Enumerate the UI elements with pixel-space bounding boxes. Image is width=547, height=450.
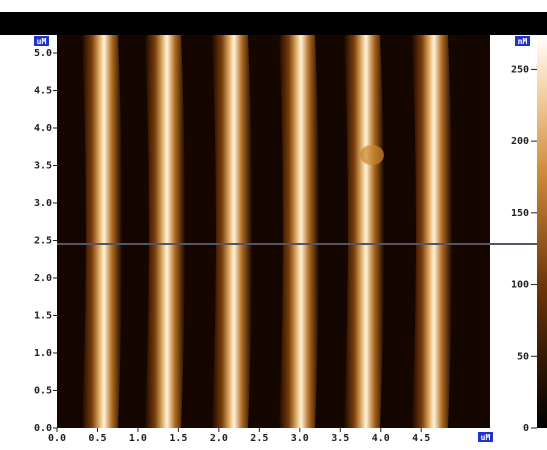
ridge xyxy=(82,35,122,428)
x-tick-label: 1.5 xyxy=(169,433,187,444)
colorbar-tick-label: 250 xyxy=(511,64,529,75)
ridge xyxy=(344,35,384,428)
x-tick-label: 3.5 xyxy=(331,433,349,444)
top-bar xyxy=(0,12,547,35)
y-unit: uM xyxy=(37,37,47,46)
x-tick-label: 2.5 xyxy=(250,433,268,444)
x-tick-label: 0.5 xyxy=(88,433,106,444)
x-tick-label: 4.0 xyxy=(372,433,390,444)
defect xyxy=(360,145,384,165)
y-tick-label: 3.5 xyxy=(34,161,52,172)
y-tick-label: 5.0 xyxy=(34,48,52,59)
x-tick-label: 0.0 xyxy=(48,433,66,444)
ridge xyxy=(145,35,185,428)
y-tick-label: 1.5 xyxy=(34,311,52,322)
page: {"chart_data": {"type": "afm-image", "x_… xyxy=(0,0,547,450)
y-tick-label: 4.0 xyxy=(34,123,52,134)
colorbar-unit: nM xyxy=(518,37,528,46)
chart: uM uM nM 0.0 0.5 1.0 1.5 2.0 2.5 3.0 3.5 4.0 4.5 0… xyxy=(0,0,547,450)
x-tick-label: 1.0 xyxy=(129,433,147,444)
x-tick-label: 3.0 xyxy=(291,433,309,444)
colorbar-tick-label: 200 xyxy=(511,136,529,147)
x-tick-label: 2.0 xyxy=(210,433,228,444)
colorbar xyxy=(537,35,547,428)
y-tick-label: 3.0 xyxy=(34,198,52,209)
y-tick-label: 2.5 xyxy=(34,236,52,247)
x-tick-label: 4.5 xyxy=(412,433,430,444)
ridge xyxy=(412,35,452,428)
y-tick-label: 0.5 xyxy=(34,386,52,397)
y-tick-label: 0.0 xyxy=(34,423,52,434)
y-tick-label: 4.5 xyxy=(34,86,52,97)
y-tick-label: 1.0 xyxy=(34,348,52,359)
x-unit: uM xyxy=(481,433,491,442)
ridge xyxy=(212,35,252,428)
ridge xyxy=(279,35,319,428)
colorbar-tick-label: 100 xyxy=(511,280,529,291)
y-tick-label: 2.0 xyxy=(34,273,52,284)
colorbar-tick-label: 50 xyxy=(517,351,529,362)
colorbar-tick-label: 0 xyxy=(523,423,529,434)
colorbar-tick-label: 150 xyxy=(511,208,529,219)
